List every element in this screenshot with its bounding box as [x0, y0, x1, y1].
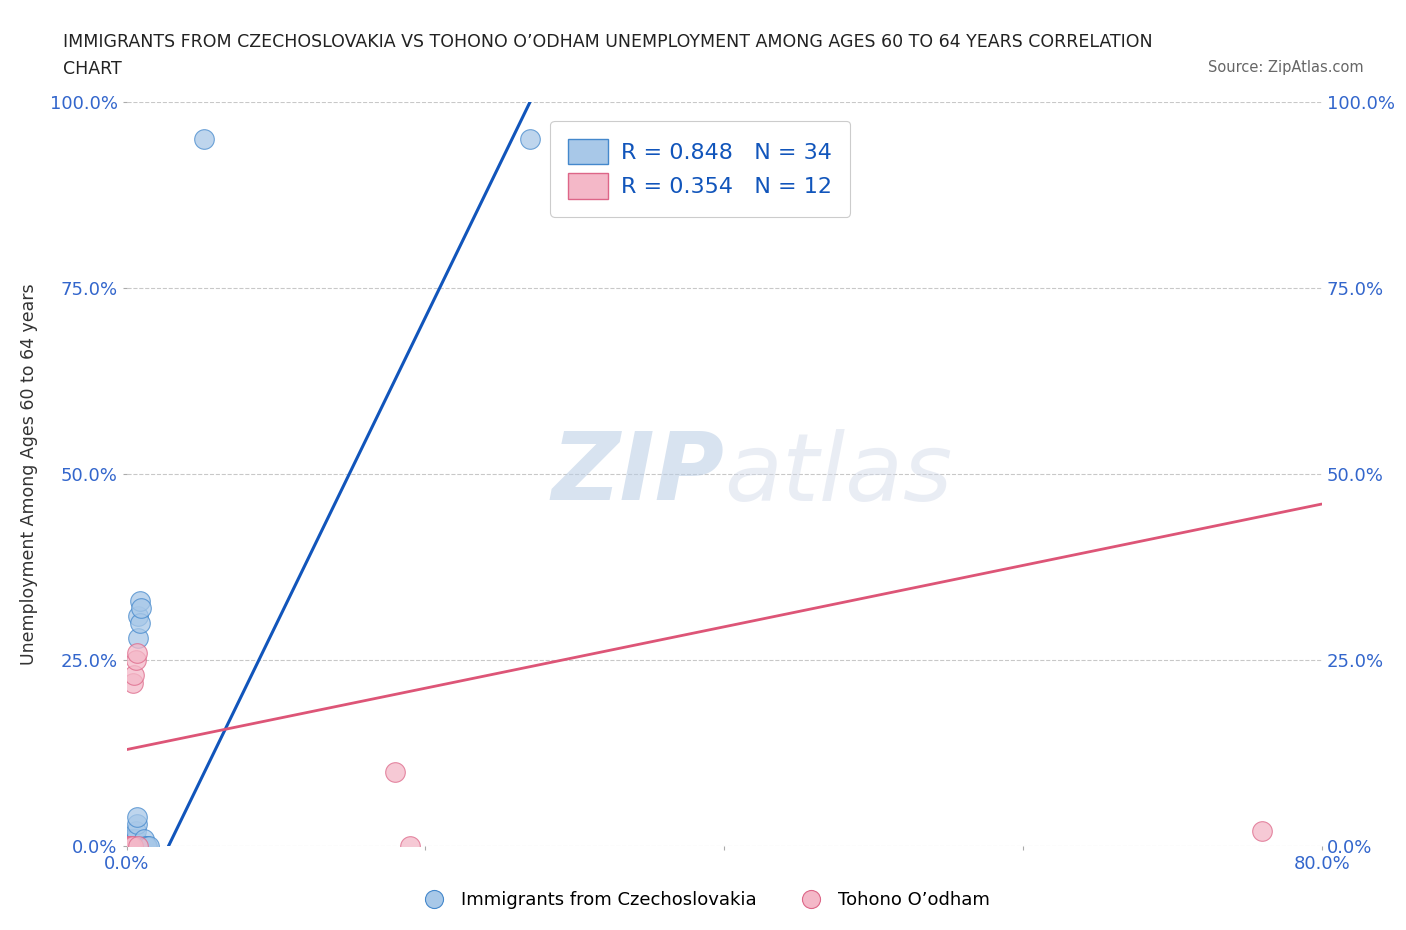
- Text: IMMIGRANTS FROM CZECHOSLOVAKIA VS TOHONO O’ODHAM UNEMPLOYMENT AMONG AGES 60 TO 6: IMMIGRANTS FROM CZECHOSLOVAKIA VS TOHONO…: [63, 33, 1153, 50]
- Point: [131, 839, 153, 854]
- Point: [1251, 824, 1274, 839]
- Point: [131, 601, 153, 616]
- Point: [118, 839, 141, 854]
- Point: [118, 839, 141, 854]
- Point: [124, 653, 146, 668]
- Legend: R = 0.848   N = 34, R = 0.354   N = 12: R = 0.848 N = 34, R = 0.354 N = 12: [550, 121, 851, 217]
- Point: [125, 645, 148, 660]
- Point: [122, 839, 145, 854]
- Text: ZIP: ZIP: [551, 429, 724, 520]
- Point: [120, 831, 142, 846]
- Point: [117, 839, 139, 854]
- Point: [138, 839, 160, 854]
- Point: [136, 839, 159, 854]
- Point: [134, 839, 156, 854]
- Point: [120, 839, 142, 854]
- Point: [118, 831, 141, 846]
- Point: [120, 839, 142, 854]
- Point: [122, 839, 145, 854]
- Point: [124, 824, 146, 839]
- Point: [118, 839, 141, 854]
- Point: [125, 817, 148, 831]
- Point: [124, 831, 146, 846]
- Point: [120, 839, 142, 854]
- Point: [122, 831, 145, 846]
- Point: [117, 839, 139, 854]
- Point: [121, 675, 143, 690]
- Point: [118, 839, 141, 854]
- Point: [129, 616, 152, 631]
- Point: [134, 831, 156, 846]
- Y-axis label: Unemployment Among Ages 60 to 64 years: Unemployment Among Ages 60 to 64 years: [21, 284, 38, 665]
- Point: [399, 839, 422, 854]
- Point: [135, 839, 157, 854]
- Point: [124, 839, 146, 854]
- Point: [127, 631, 149, 645]
- Point: [117, 839, 139, 854]
- Point: [129, 593, 152, 608]
- Point: [122, 668, 145, 683]
- Point: [193, 132, 215, 147]
- Point: [117, 839, 139, 854]
- Point: [127, 839, 149, 854]
- Text: atlas: atlas: [724, 429, 952, 520]
- Point: [121, 831, 143, 846]
- Point: [121, 839, 143, 854]
- Point: [121, 839, 143, 854]
- Text: CHART: CHART: [63, 60, 122, 78]
- Legend: Immigrants from Czechoslovakia, Tohono O’odham: Immigrants from Czechoslovakia, Tohono O…: [409, 884, 997, 916]
- Point: [121, 839, 143, 854]
- Point: [127, 608, 149, 623]
- Text: Source: ZipAtlas.com: Source: ZipAtlas.com: [1208, 60, 1364, 75]
- Point: [519, 132, 541, 147]
- Point: [125, 809, 148, 824]
- Point: [384, 764, 406, 779]
